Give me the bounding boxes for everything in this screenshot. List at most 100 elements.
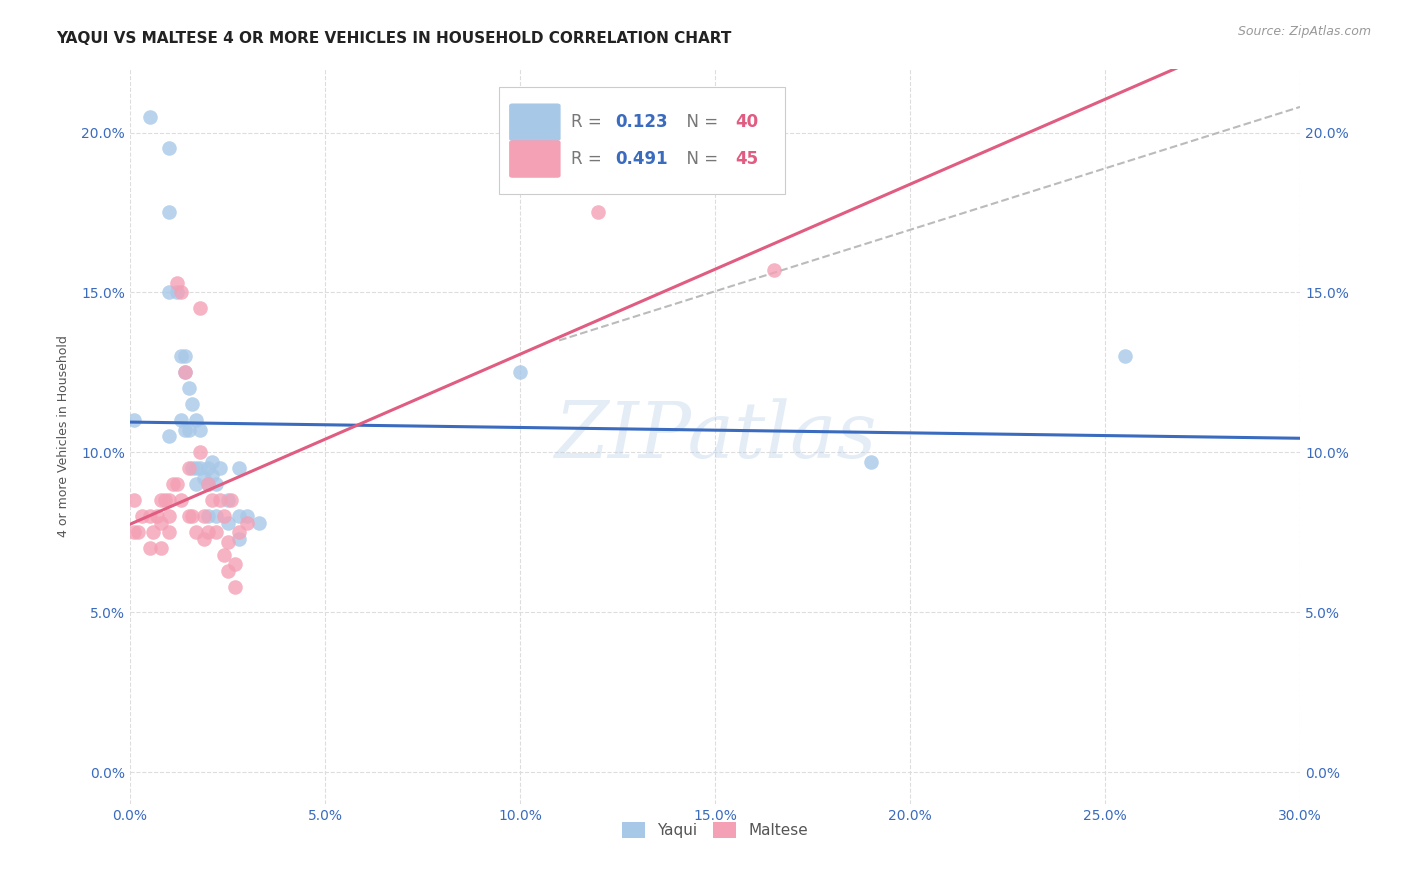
Point (131, 509, 153, 524)
Point (186, 477, 208, 491)
Point (217, 493, 239, 508)
Point (186, 461, 208, 475)
Point (201, 467, 224, 482)
Point (173, 366, 195, 380)
Point (860, 455, 883, 469)
FancyBboxPatch shape (499, 87, 786, 194)
Point (170, 350, 193, 364)
Point (177, 461, 200, 475)
Point (217, 535, 239, 549)
Point (157, 493, 180, 508)
Point (228, 525, 250, 540)
Point (173, 350, 195, 364)
Point (197, 461, 219, 475)
Point (162, 477, 184, 491)
Text: 45: 45 (735, 150, 758, 168)
Point (170, 413, 193, 427)
Text: R =: R = (571, 150, 607, 168)
Point (188, 301, 211, 316)
Point (166, 285, 188, 300)
Point (138, 509, 160, 524)
Point (224, 558, 246, 572)
Point (197, 477, 219, 491)
Text: 0.123: 0.123 (616, 113, 668, 131)
Point (586, 205, 609, 219)
Point (205, 509, 228, 524)
Point (166, 477, 188, 491)
Point (217, 516, 239, 530)
Point (762, 263, 785, 277)
Point (212, 509, 235, 524)
Point (228, 532, 250, 546)
Text: ZIPatlas: ZIPatlas (554, 398, 876, 475)
Point (197, 509, 219, 524)
Point (177, 423, 200, 437)
Point (142, 525, 165, 540)
Point (236, 516, 259, 530)
Point (186, 525, 208, 540)
Point (157, 525, 180, 540)
Point (197, 525, 219, 540)
Text: N =: N = (676, 113, 724, 131)
Point (193, 532, 215, 546)
Point (224, 580, 246, 594)
Point (236, 509, 259, 524)
Point (150, 541, 173, 556)
FancyBboxPatch shape (509, 103, 561, 141)
Point (193, 509, 215, 524)
Text: 0.491: 0.491 (616, 150, 668, 168)
Text: 40: 40 (735, 113, 758, 131)
Point (181, 509, 204, 524)
Point (157, 285, 180, 300)
Point (188, 461, 211, 475)
Point (122, 493, 145, 508)
Point (221, 493, 243, 508)
Legend: Yaqui, Maltese: Yaqui, Maltese (616, 816, 814, 845)
Point (181, 461, 204, 475)
Point (188, 423, 211, 437)
Point (208, 461, 231, 475)
Point (138, 541, 160, 556)
Point (122, 413, 145, 427)
Point (205, 477, 228, 491)
Point (228, 461, 250, 475)
Point (201, 493, 224, 508)
Point (127, 525, 149, 540)
Point (228, 509, 250, 524)
Point (170, 493, 193, 508)
Text: N =: N = (676, 150, 724, 168)
Point (166, 276, 188, 290)
Point (138, 110, 160, 124)
Point (188, 445, 211, 459)
Point (212, 548, 235, 562)
Point (157, 141, 180, 155)
Point (146, 509, 169, 524)
Point (509, 366, 531, 380)
Point (181, 397, 204, 411)
Point (177, 381, 200, 395)
Text: YAQUI VS MALTESE 4 OR MORE VEHICLES IN HOUSEHOLD CORRELATION CHART: YAQUI VS MALTESE 4 OR MORE VEHICLES IN H… (56, 31, 731, 46)
Point (177, 509, 200, 524)
Point (205, 525, 228, 540)
Point (157, 509, 180, 524)
Point (247, 516, 270, 530)
Point (150, 493, 173, 508)
Point (157, 205, 180, 219)
Point (122, 525, 145, 540)
Point (193, 471, 215, 485)
Point (197, 477, 219, 491)
Point (1114, 350, 1136, 364)
Point (173, 366, 195, 380)
Point (186, 413, 208, 427)
Point (150, 516, 173, 530)
Point (153, 493, 176, 508)
Point (170, 285, 193, 300)
Point (157, 429, 180, 443)
Point (208, 493, 231, 508)
FancyBboxPatch shape (509, 140, 561, 178)
Text: Source: ZipAtlas.com: Source: ZipAtlas.com (1237, 25, 1371, 38)
Text: R =: R = (571, 113, 607, 131)
Point (201, 455, 224, 469)
Point (217, 564, 239, 578)
Point (173, 423, 195, 437)
